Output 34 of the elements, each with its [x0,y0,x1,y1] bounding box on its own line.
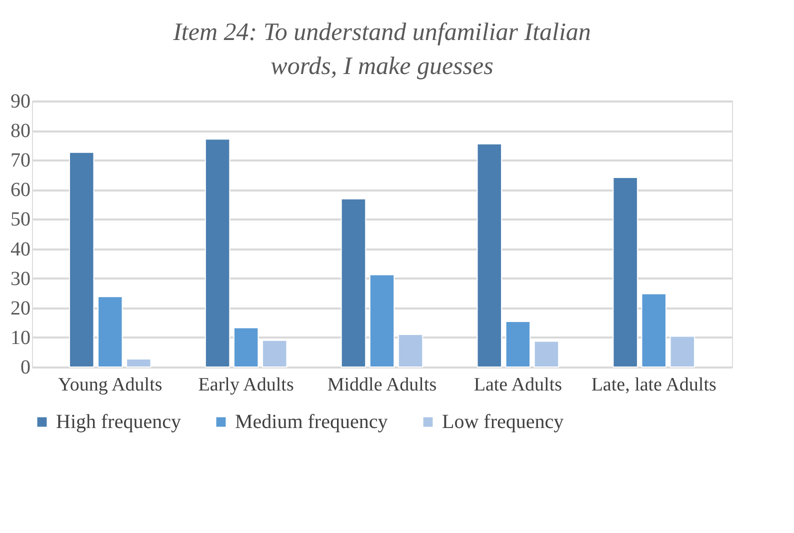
y-tick-label: 90 [10,90,30,112]
bar [204,138,230,368]
bar [369,274,395,368]
x-tick-label: Late, late Adults [591,374,716,396]
legend-label: High frequency [56,411,181,433]
bar [505,320,531,368]
bar [69,152,94,368]
y-tick-label: 70 [10,150,30,172]
y-tick-label: 60 [10,179,30,202]
y-tick-label: 80 [10,120,30,142]
y-tick-label: 40 [10,238,30,260]
bar [340,198,366,368]
bar [98,296,123,368]
x-tick-label: Early Adults [198,374,294,396]
y-tick-label: 0 [20,356,30,378]
bar [670,336,695,368]
bar [476,143,502,368]
bar [612,177,638,368]
y-tick-label: 30 [10,268,30,290]
legend-label: Low frequency [442,411,564,433]
chart-title: Item 24: To understand unfamiliar Italian words, I make guesses [172,19,591,80]
x-tick-label: Middle Adults [327,374,437,396]
y-tick-label: 10 [10,326,30,349]
bar [262,340,288,368]
bar [641,293,666,368]
legend-label: Medium frequency [235,411,388,433]
x-tick-label: Late Adults [474,374,562,396]
y-tick-label: 20 [10,297,30,320]
x-tick-label: Young Adults [58,374,162,396]
bar [126,358,152,368]
bar [398,334,424,368]
bar [233,327,259,368]
bar [534,340,560,368]
y-tick-label: 50 [10,208,30,231]
